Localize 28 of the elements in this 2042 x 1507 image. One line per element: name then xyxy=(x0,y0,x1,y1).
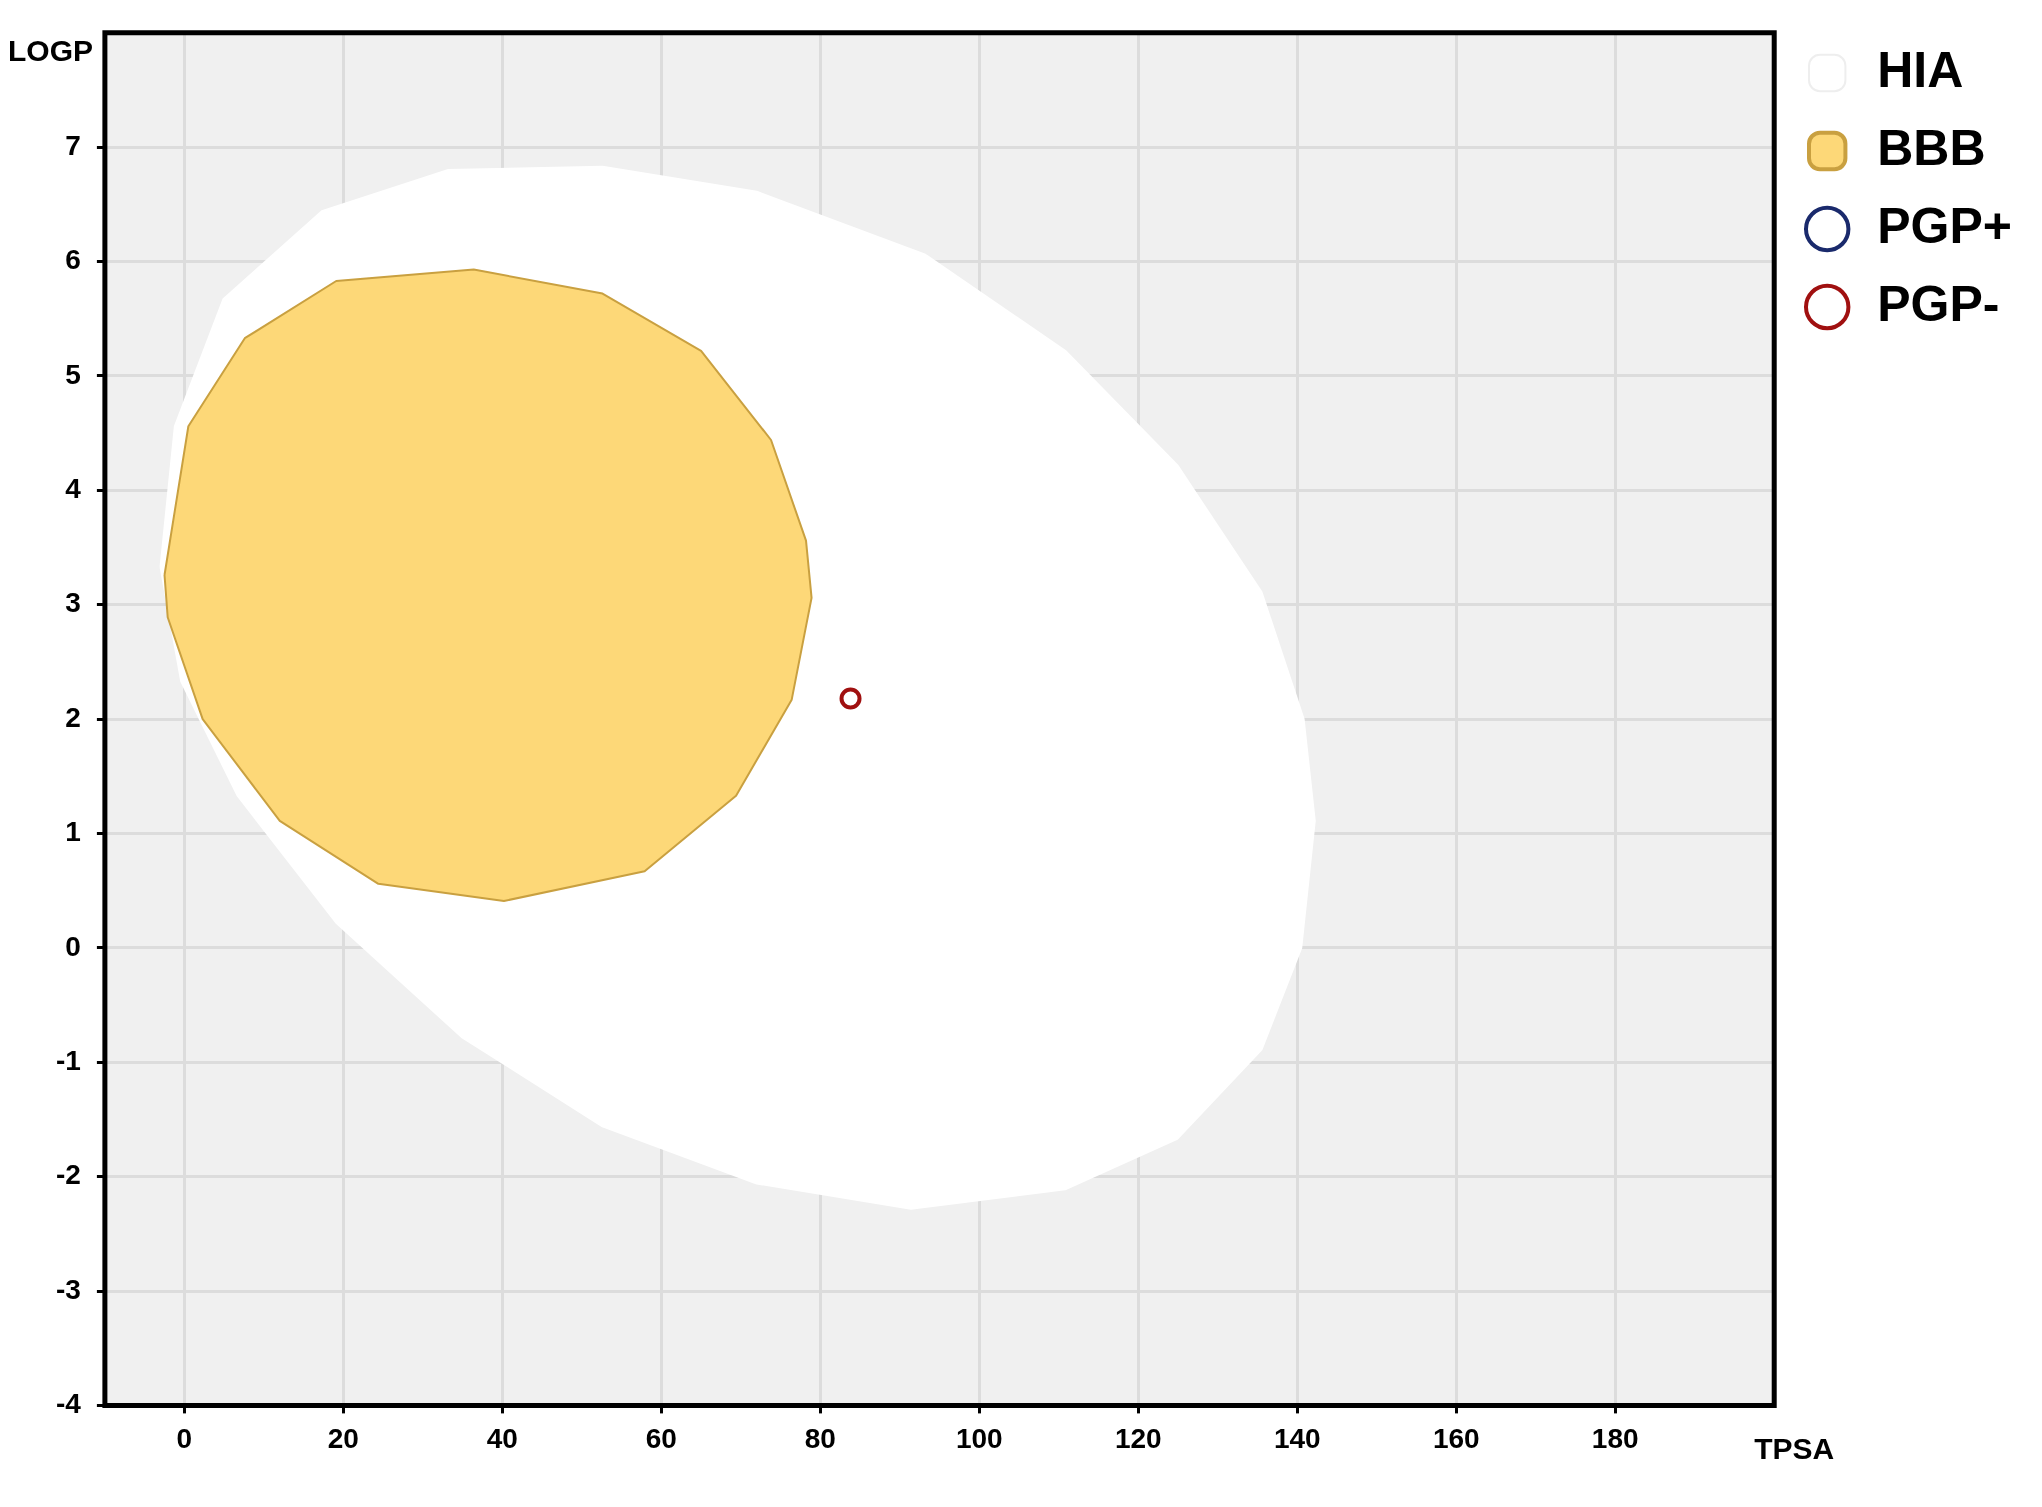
legend-label: BBB xyxy=(1877,119,1986,176)
x-tick-label: 80 xyxy=(804,1422,836,1454)
legend-label: HIA xyxy=(1877,41,1964,98)
y-tick-label: 5 xyxy=(65,358,81,390)
y-axis-title: LOGP xyxy=(8,34,94,68)
y-tick-label: 3 xyxy=(65,587,81,619)
x-tick-label: 0 xyxy=(176,1422,193,1454)
y-tick-label: -2 xyxy=(55,1159,81,1191)
legend-label: PGP+ xyxy=(1877,197,2013,254)
x-tick-label: 120 xyxy=(1114,1422,1162,1454)
y-tick-label: 0 xyxy=(65,930,81,962)
legend-label: PGP- xyxy=(1877,275,2000,332)
x-tick-label: 100 xyxy=(955,1422,1003,1454)
y-tick-label: -1 xyxy=(55,1044,81,1076)
y-tick-label: 4 xyxy=(65,473,82,505)
x-axis-title: TPSA xyxy=(1754,1431,1835,1465)
y-tick-label: 7 xyxy=(65,129,81,161)
y-tick-label: 2 xyxy=(65,701,81,733)
x-tick-label: 140 xyxy=(1273,1422,1321,1454)
x-tick-label: 20 xyxy=(327,1422,359,1454)
x-tick-label: 60 xyxy=(645,1422,677,1454)
x-tick-label: 180 xyxy=(1591,1422,1639,1454)
y-tick-label: 1 xyxy=(65,816,81,848)
y-tick-label: -4 xyxy=(55,1388,82,1420)
x-tick-label: 160 xyxy=(1432,1422,1480,1454)
x-tick-label: 40 xyxy=(486,1422,518,1454)
y-tick-label: 6 xyxy=(65,244,81,276)
y-tick-label: -3 xyxy=(55,1273,81,1305)
